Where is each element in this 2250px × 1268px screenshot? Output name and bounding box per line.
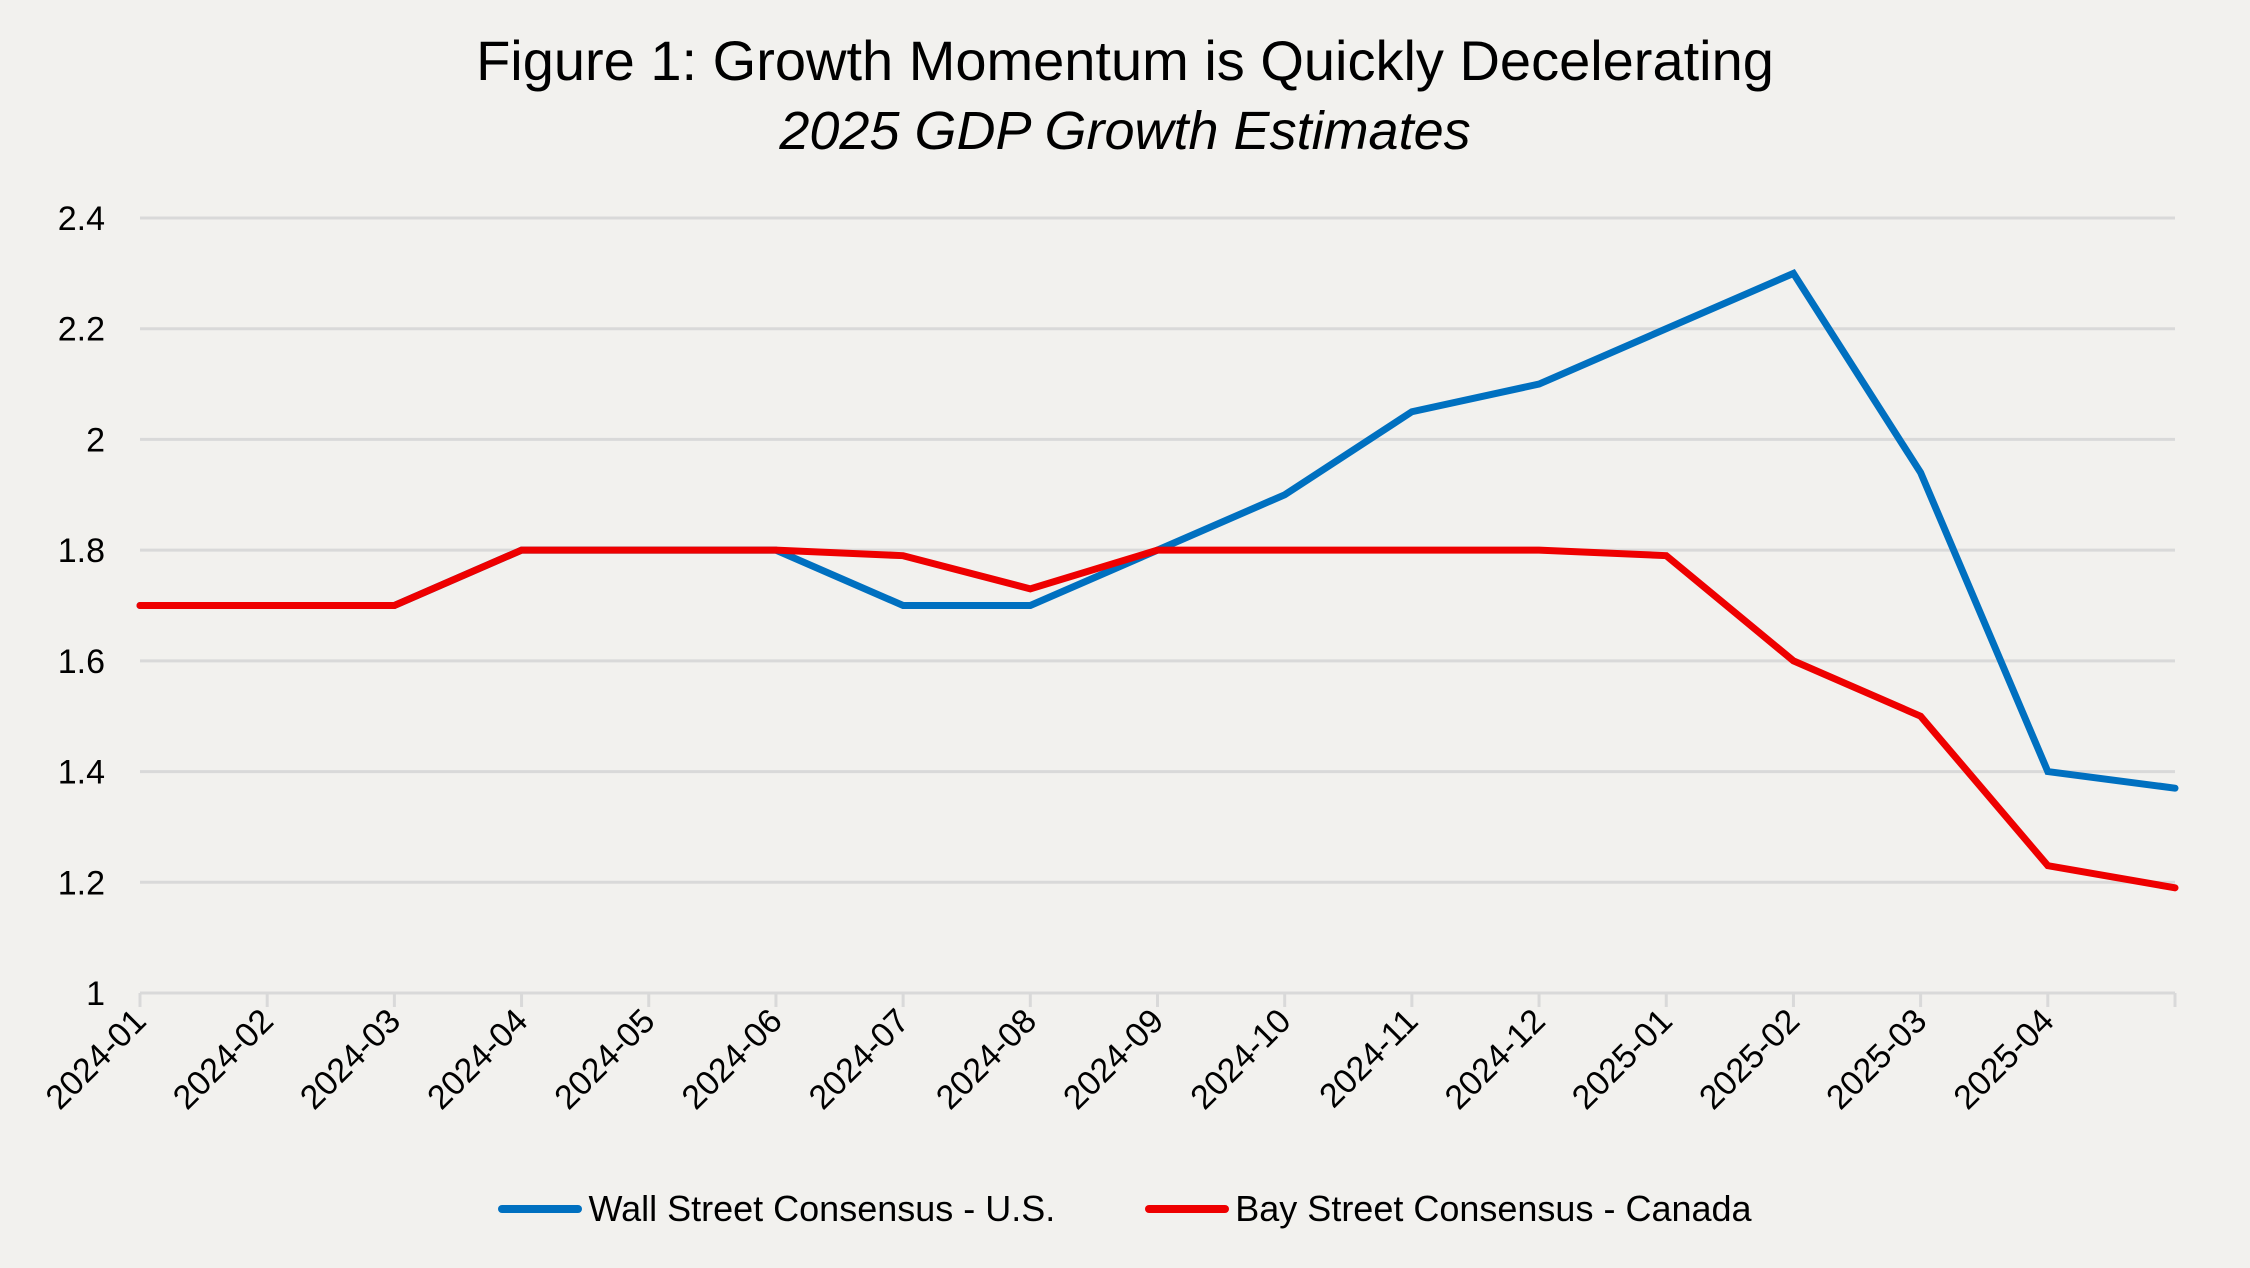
x-tick-label: 2024-02 xyxy=(166,1002,281,1117)
x-tick-label: 2024-08 xyxy=(929,1002,1044,1117)
x-tick-label: 2025-04 xyxy=(1946,1002,2061,1117)
x-tick-label: 2025-01 xyxy=(1565,1002,1680,1117)
series-line-us xyxy=(136,268,2179,792)
x-tick-label: 2024-07 xyxy=(802,1002,917,1117)
legend-label-us: Wall Street Consensus - U.S. xyxy=(588,1188,1056,1229)
y-tick-label: 1.4 xyxy=(58,754,105,792)
chart-subtitle: 2025 GDP Growth Estimates xyxy=(779,101,1471,161)
y-tick-label: 2.4 xyxy=(58,200,105,238)
x-tick-label: 2024-05 xyxy=(547,1002,662,1117)
series-line-canada xyxy=(136,546,2179,892)
x-tick-label: 2024-09 xyxy=(1056,1002,1171,1117)
y-tick-label: 1.2 xyxy=(58,864,105,902)
legend-item-canada: Bay Street Consensus - Canada xyxy=(1145,1188,1752,1230)
chart-title: Figure 1: Growth Momentum is Quickly Dec… xyxy=(476,29,1774,92)
y-tick-label: 1 xyxy=(86,975,105,1013)
legend-item-us: Wall Street Consensus - U.S. xyxy=(498,1188,1055,1230)
legend-swatch-canada xyxy=(1145,1205,1230,1213)
x-tick-label: 2025-03 xyxy=(1819,1002,1934,1117)
x-tick-label: 2024-11 xyxy=(1312,1002,1425,1115)
y-tick-label: 2 xyxy=(86,421,105,459)
x-tick-label: 2025-02 xyxy=(1692,1002,1807,1117)
legend-label-canada: Bay Street Consensus - Canada xyxy=(1235,1188,1752,1229)
x-tick-label: 2024-01 xyxy=(39,1002,154,1117)
x-tick-label: 2024-04 xyxy=(420,1002,535,1117)
y-tick-label: 2.2 xyxy=(58,311,105,349)
y-tick-label: 1.8 xyxy=(58,532,105,570)
x-tick-label: 2024-12 xyxy=(1438,1002,1553,1117)
y-tick-label: 1.6 xyxy=(58,643,105,681)
x-tick-label: 2024-10 xyxy=(1183,1002,1298,1117)
x-tick-label: 2024-03 xyxy=(293,1002,408,1117)
legend-swatch-us xyxy=(498,1205,583,1213)
legend: Wall Street Consensus - U.S. Bay Street … xyxy=(0,1188,2250,1230)
x-tick-label: 2024-06 xyxy=(674,1002,789,1117)
